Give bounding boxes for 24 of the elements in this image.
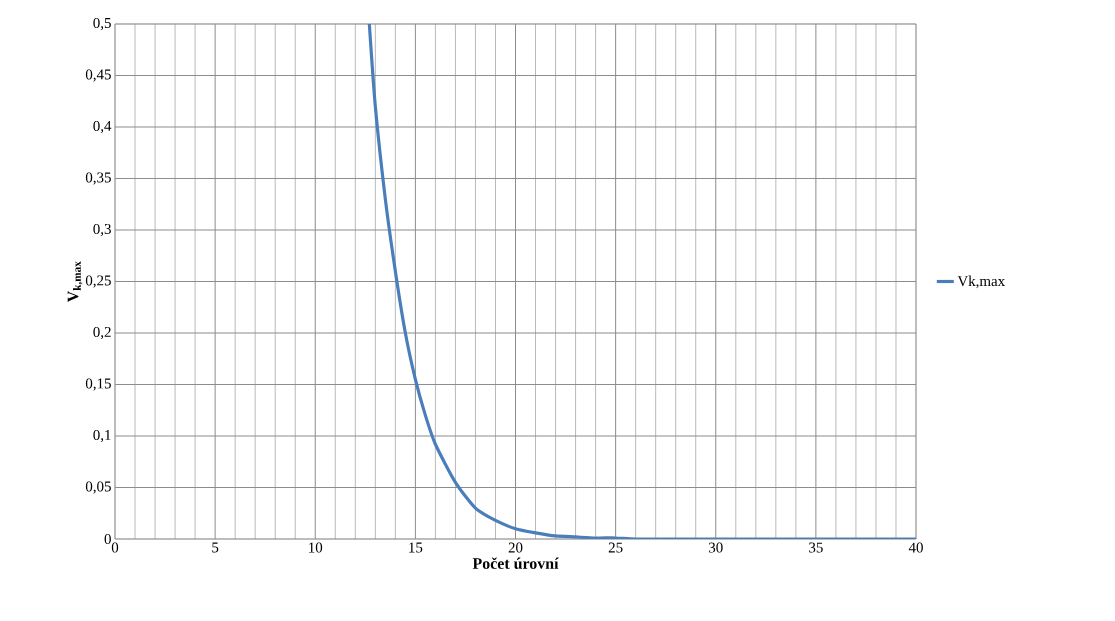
x-tick-label: 35 (809, 542, 823, 553)
x-tick-label: 15 (409, 542, 423, 553)
y-axis-title: V$_{k,max}$ (67, 261, 83, 303)
y-tick-label: 0,3 (93, 223, 111, 237)
x-tick-label: 25 (608, 542, 623, 553)
y-tick-label: 0,5 (93, 17, 111, 31)
x-tick-label: 20 (508, 542, 523, 553)
y-tick-label: 0,45 (85, 69, 111, 82)
y-tick-label: 0,05 (85, 481, 111, 494)
y-tick-label: 0,1 (93, 429, 111, 443)
x-tick-label: 10 (309, 542, 323, 553)
y-tick-label: 0,25 (85, 275, 111, 288)
y-tick-label: 0 (104, 533, 111, 545)
x-tick-label: 0 (111, 542, 119, 553)
y-tick-label: 0,2 (93, 326, 111, 340)
line-series (367, 23, 916, 539)
x-tick-label: 30 (709, 542, 723, 553)
y-tick-label: 0,15 (85, 378, 111, 391)
y-tick-label: 0,35 (85, 172, 111, 185)
legend-label: Vk,max (957, 275, 1005, 289)
x-tick-label: 40 (908, 542, 923, 553)
x-tick-label: 5 (212, 542, 219, 553)
x-axis-title: Počet úrovní (472, 557, 559, 569)
y-tick-label: 0,4 (93, 120, 112, 134)
